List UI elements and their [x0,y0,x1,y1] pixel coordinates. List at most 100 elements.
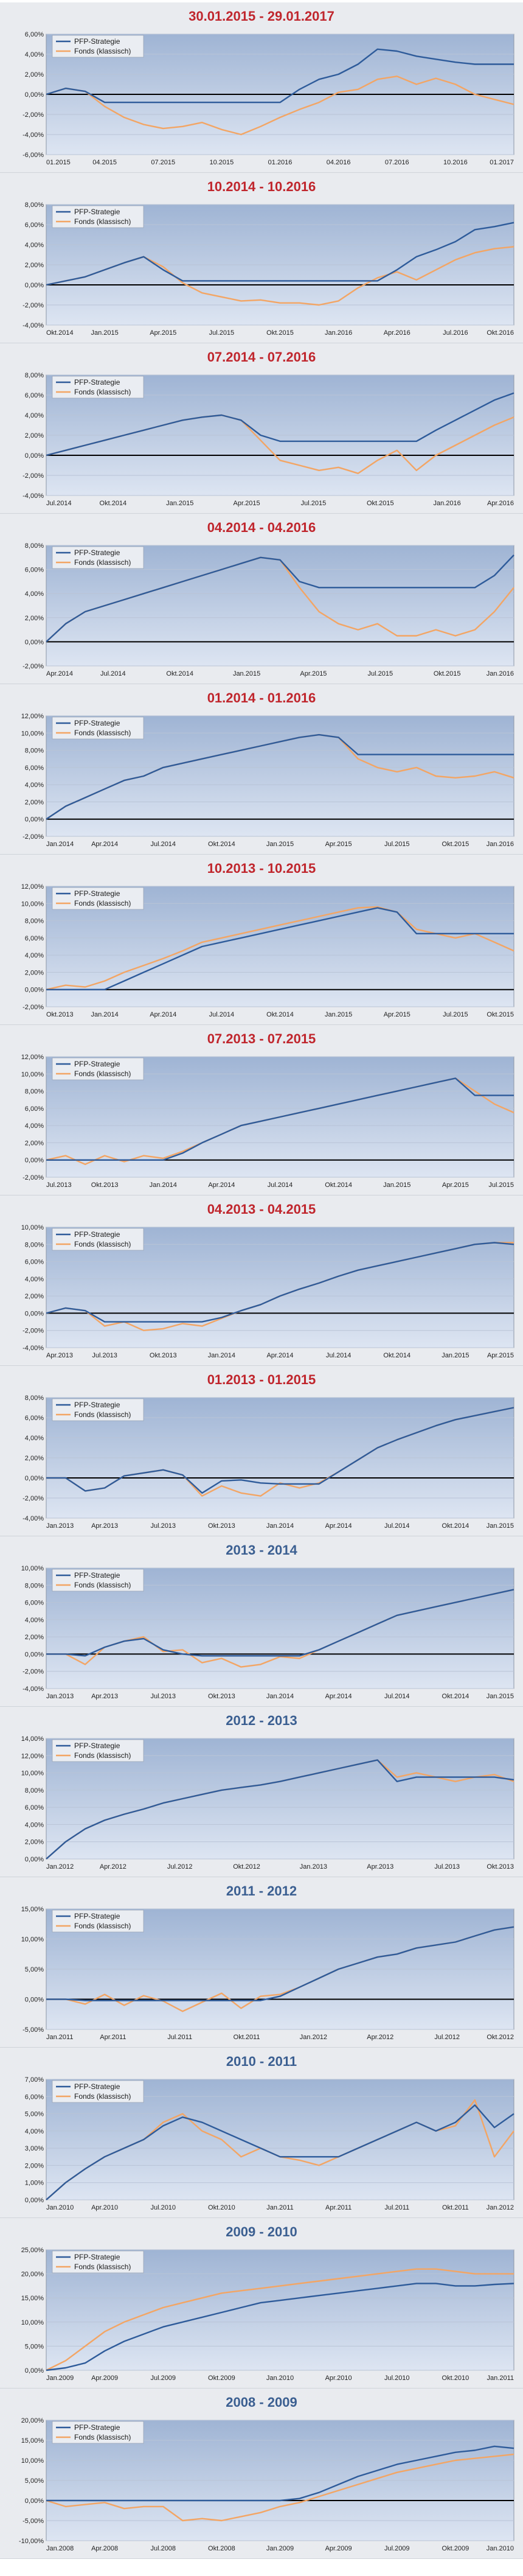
chart-panel: 2011 - 2012 15,00% 10,00% 5,00% 0,00% -5,00% J… [0,1877,523,2048]
y-tick-label: 12,00% [21,1752,44,1760]
y-tick-label: -2,00% [23,472,44,480]
legend-label: PFP-Strategie [74,1571,120,1580]
x-tick-label: Jan.2015 [442,1352,469,1359]
line-chart: 7,00% 6,00% 5,00% 4,00% 3,00% 2,00% 1,00% 0,00%… [25,2076,514,2211]
line-chart: 20,00% 15,00% 10,00% 5,00% 0,00% -5,00% -10,00… [19,2417,514,2552]
y-tick-label: 4,00% [25,2128,44,2135]
legend-label: Fonds (klassisch) [74,729,131,737]
series-line-strategy [46,1926,514,2001]
x-tick-label: Okt.2013 [91,1181,119,1189]
y-tick-label: 0,00% [25,452,44,460]
y-tick-label: -2,00% [23,1004,44,1011]
y-tick-label: 5,00% [25,1966,44,1973]
legend-label: PFP-Strategie [74,1741,120,1750]
x-tick-label: Okt.2014 [266,1011,294,1018]
x-tick-label: Apr.2015 [150,329,176,337]
legend-label: PFP-Strategie [74,378,120,387]
x-tick-label: Apr.2015 [442,1181,469,1189]
x-tick-label: Apr.2011 [100,2034,126,2041]
chart-title: 2012 - 2013 [226,1713,297,1728]
legend-label: Fonds (klassisch) [74,1410,131,1419]
x-tick-label: Okt.2014 [325,1181,352,1189]
chart-panel: 04.2013 - 04.2015 10,00% 8,00% 6,00% 4,00% 2,… [0,1195,523,1366]
legend-label: Fonds (klassisch) [74,217,131,226]
chart-panel: 2013 - 2014 10,00% 8,00% 6,00% 4,00% 2,00% 0,0… [0,1536,523,1707]
y-tick-label: 6,00% [25,31,44,38]
x-tick-label: Jul.2015 [488,1181,514,1189]
legend-label: PFP-Strategie [74,2082,120,2091]
legend-label: PFP-Strategie [74,1230,120,1239]
chart-title: 07.2013 - 07.2015 [207,1031,316,1046]
x-tick-label: Okt.2013 [46,1011,74,1018]
legend-label: Fonds (klassisch) [74,899,131,908]
x-tick-label: Okt.2014 [166,670,193,677]
series-line-strategy [46,222,514,286]
x-tick-label: Jul.2010 [150,2204,176,2211]
y-tick-label: -4,00% [23,131,44,139]
y-tick-label: -2,00% [23,1495,44,1502]
y-tick-label: 4,00% [25,412,44,419]
y-tick-label: 15,00% [21,1906,44,1913]
x-tick-label: Apr.2014 [150,1011,176,1018]
y-tick-label: 2,00% [25,615,44,622]
x-tick-label: Apr.2015 [234,500,260,507]
x-tick-label: Jul.2014 [209,1011,235,1018]
series-line-strategy [46,554,514,643]
y-tick-label: 4,00% [25,1821,44,1829]
x-tick-label: 07.2015 [151,159,175,166]
series-line-fund [46,2268,514,2371]
x-tick-label: Jan.2010 [487,2545,514,2552]
x-tick-label: Apr.2016 [384,329,410,337]
y-tick-label: 8,00% [25,1088,44,1096]
y-tick-label: 6,00% [25,1804,44,1811]
x-tick-label: Apr.2012 [100,1863,126,1871]
x-tick-label: 07.2016 [385,159,409,166]
y-tick-label: 2,00% [25,262,44,269]
x-tick-label: Jul.2014 [46,500,72,507]
x-tick-label: Apr.2013 [91,1693,118,1700]
chart-panel: 10.2014 - 10.2016 8,00% 6,00% 4,00% 2,00% 0,0… [0,173,523,343]
y-tick-label: 6,00% [25,392,44,399]
x-tick-label: Okt.2015 [266,329,294,337]
legend-label: Fonds (klassisch) [74,388,131,396]
y-tick-label: 4,00% [25,51,44,58]
x-tick-label: Jul.2014 [326,1352,352,1359]
series-line-fund [46,75,514,136]
y-tick-label: 4,00% [25,1122,44,1130]
series-line-strategy [46,1759,514,1860]
y-tick-label: 10,00% [21,730,44,737]
x-tick-label: Jan.2011 [46,2034,73,2041]
legend-label: PFP-Strategie [74,37,120,46]
x-tick-label: Jul.2012 [434,2034,460,2041]
chart-panel: 01.2013 - 01.2015 8,00% 6,00% 4,00% 2,00% 0,0… [0,1366,523,1536]
y-tick-label: 5,00% [25,2111,44,2118]
y-tick-label: 10,00% [21,1565,44,1572]
y-tick-label: 8,00% [25,1582,44,1589]
y-tick-label: -2,00% [23,663,44,670]
legend-label: Fonds (klassisch) [74,1240,131,1248]
y-tick-label: 20,00% [21,2417,44,2424]
y-tick-label: -2,00% [23,1328,44,1335]
y-tick-label: 10,00% [21,1224,44,1231]
x-tick-label: Okt.2013 [150,1352,177,1359]
y-tick-label: 0,00% [25,1310,44,1317]
series-line-strategy [46,733,514,820]
y-tick-label: 10,00% [21,1936,44,1944]
x-tick-label: Apr.2008 [91,2545,118,2552]
x-tick-label: Jan.2013 [46,1693,74,1700]
legend-label: PFP-Strategie [74,2423,120,2432]
x-tick-label: Jul.2013 [92,1352,117,1359]
x-tick-label: Jan.2010 [46,2204,74,2211]
y-tick-label: 0,00% [25,639,44,646]
y-tick-label: 10,00% [21,2457,44,2465]
x-tick-label: Okt.2014 [46,329,74,337]
y-tick-label: 0,00% [25,91,44,99]
